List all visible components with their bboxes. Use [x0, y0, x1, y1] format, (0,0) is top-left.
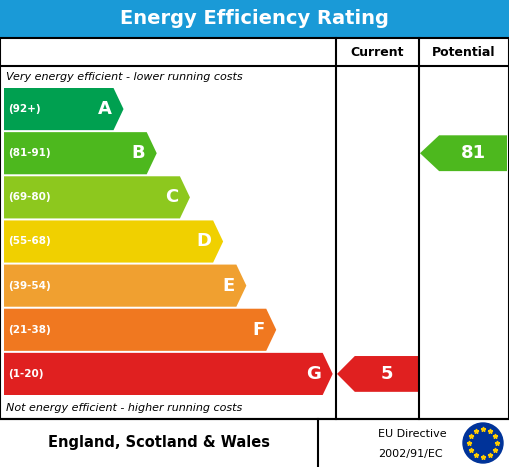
Text: A: A — [98, 100, 111, 118]
Text: EU Directive: EU Directive — [378, 429, 446, 439]
Text: Not energy efficient - higher running costs: Not energy efficient - higher running co… — [6, 403, 242, 413]
Text: 5: 5 — [380, 365, 392, 383]
Text: B: B — [131, 144, 145, 162]
Text: (55-68): (55-68) — [8, 236, 51, 247]
Text: (69-80): (69-80) — [8, 192, 50, 202]
Polygon shape — [4, 176, 190, 219]
Polygon shape — [4, 220, 223, 262]
Text: (1-20): (1-20) — [8, 369, 43, 379]
Polygon shape — [337, 356, 418, 392]
Text: Energy Efficiency Rating: Energy Efficiency Rating — [120, 9, 389, 28]
Text: Very energy efficient - lower running costs: Very energy efficient - lower running co… — [6, 72, 243, 82]
Polygon shape — [4, 132, 157, 174]
Text: Current: Current — [351, 45, 404, 58]
Bar — [0, 0, 509, 38]
Polygon shape — [4, 309, 276, 351]
Text: (21-38): (21-38) — [8, 325, 51, 335]
Text: G: G — [306, 365, 321, 383]
Bar — [0, 38, 509, 419]
Polygon shape — [4, 265, 246, 307]
Text: E: E — [222, 276, 234, 295]
Text: (92+): (92+) — [8, 104, 41, 114]
Text: Potential: Potential — [432, 45, 496, 58]
Text: (81-91): (81-91) — [8, 148, 50, 158]
Polygon shape — [4, 353, 333, 395]
Text: F: F — [252, 321, 264, 339]
Text: 81: 81 — [461, 144, 486, 162]
Text: C: C — [165, 188, 178, 206]
Text: 2002/91/EC: 2002/91/EC — [378, 449, 443, 459]
Text: D: D — [196, 233, 211, 250]
Text: (39-54): (39-54) — [8, 281, 51, 290]
Text: England, Scotland & Wales: England, Scotland & Wales — [48, 436, 270, 451]
Polygon shape — [420, 135, 507, 171]
Circle shape — [463, 423, 503, 463]
Polygon shape — [4, 88, 124, 130]
